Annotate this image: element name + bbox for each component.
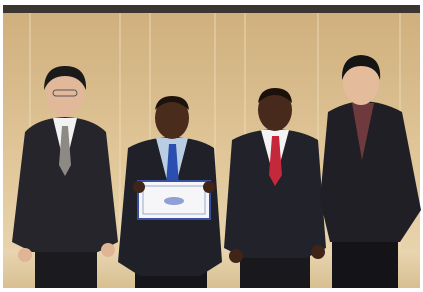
ceiling-strip [3, 5, 420, 13]
certificate-emblem [164, 197, 184, 205]
page-body: (() => { const data = JSON.parse(documen… [0, 0, 423, 292]
hand [311, 245, 325, 259]
page: {} html, body { margin: 0; padding: 0; w… [0, 0, 423, 292]
hand [229, 249, 243, 263]
hand [203, 181, 215, 193]
hand [101, 243, 115, 257]
hand [18, 248, 32, 262]
photo [0, 0, 423, 292]
hand [133, 181, 145, 193]
